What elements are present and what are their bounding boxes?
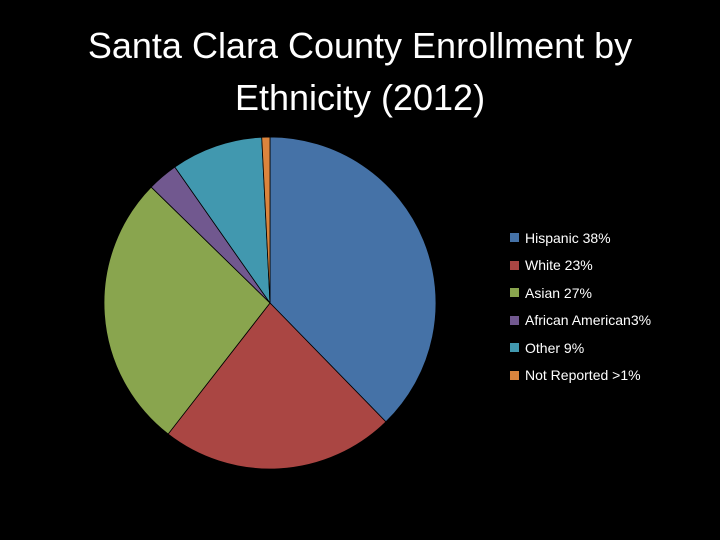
legend-swatch-5: [510, 370, 519, 380]
legend-label-5: Not Reported >1%: [525, 367, 641, 384]
legend-item-3: African American3%: [510, 307, 651, 335]
legend-swatch-3: [510, 315, 519, 325]
legend-item-2: Asian 27%: [510, 279, 651, 307]
pie-slice-4: [174, 136, 271, 305]
legend-swatch-2: [510, 288, 519, 298]
pie-slices: [103, 136, 437, 470]
chart-legend: Hispanic 38% White 23% Asian 27% African Am…: [510, 224, 651, 389]
legend-swatch-4: [510, 343, 519, 353]
chart-title: Santa Clara County Enrollment by Ethnici…: [87, 25, 633, 118]
legend-item-1: White 23%: [510, 252, 651, 280]
legend-item-0: Hispanic 38%: [510, 224, 651, 252]
pie-slice-1: [167, 302, 387, 470]
pie-slice-0: [269, 136, 437, 423]
legend-item-5: Not Reported >1%: [510, 362, 651, 390]
pie-slice-5: [261, 136, 271, 304]
legend-label-1: White 23%: [525, 257, 593, 274]
legend-swatch-0: [510, 233, 519, 243]
legend-label-4: Other 9%: [525, 339, 585, 356]
legend-label-0: Hispanic 38%: [525, 229, 611, 246]
legend-swatch-1: [510, 260, 519, 270]
pie-slice-2: [103, 186, 271, 435]
legend-label-3: African American3%: [525, 312, 652, 329]
legend-item-4: Other 9%: [510, 334, 651, 362]
legend-label-2: Asian 27%: [525, 284, 592, 301]
